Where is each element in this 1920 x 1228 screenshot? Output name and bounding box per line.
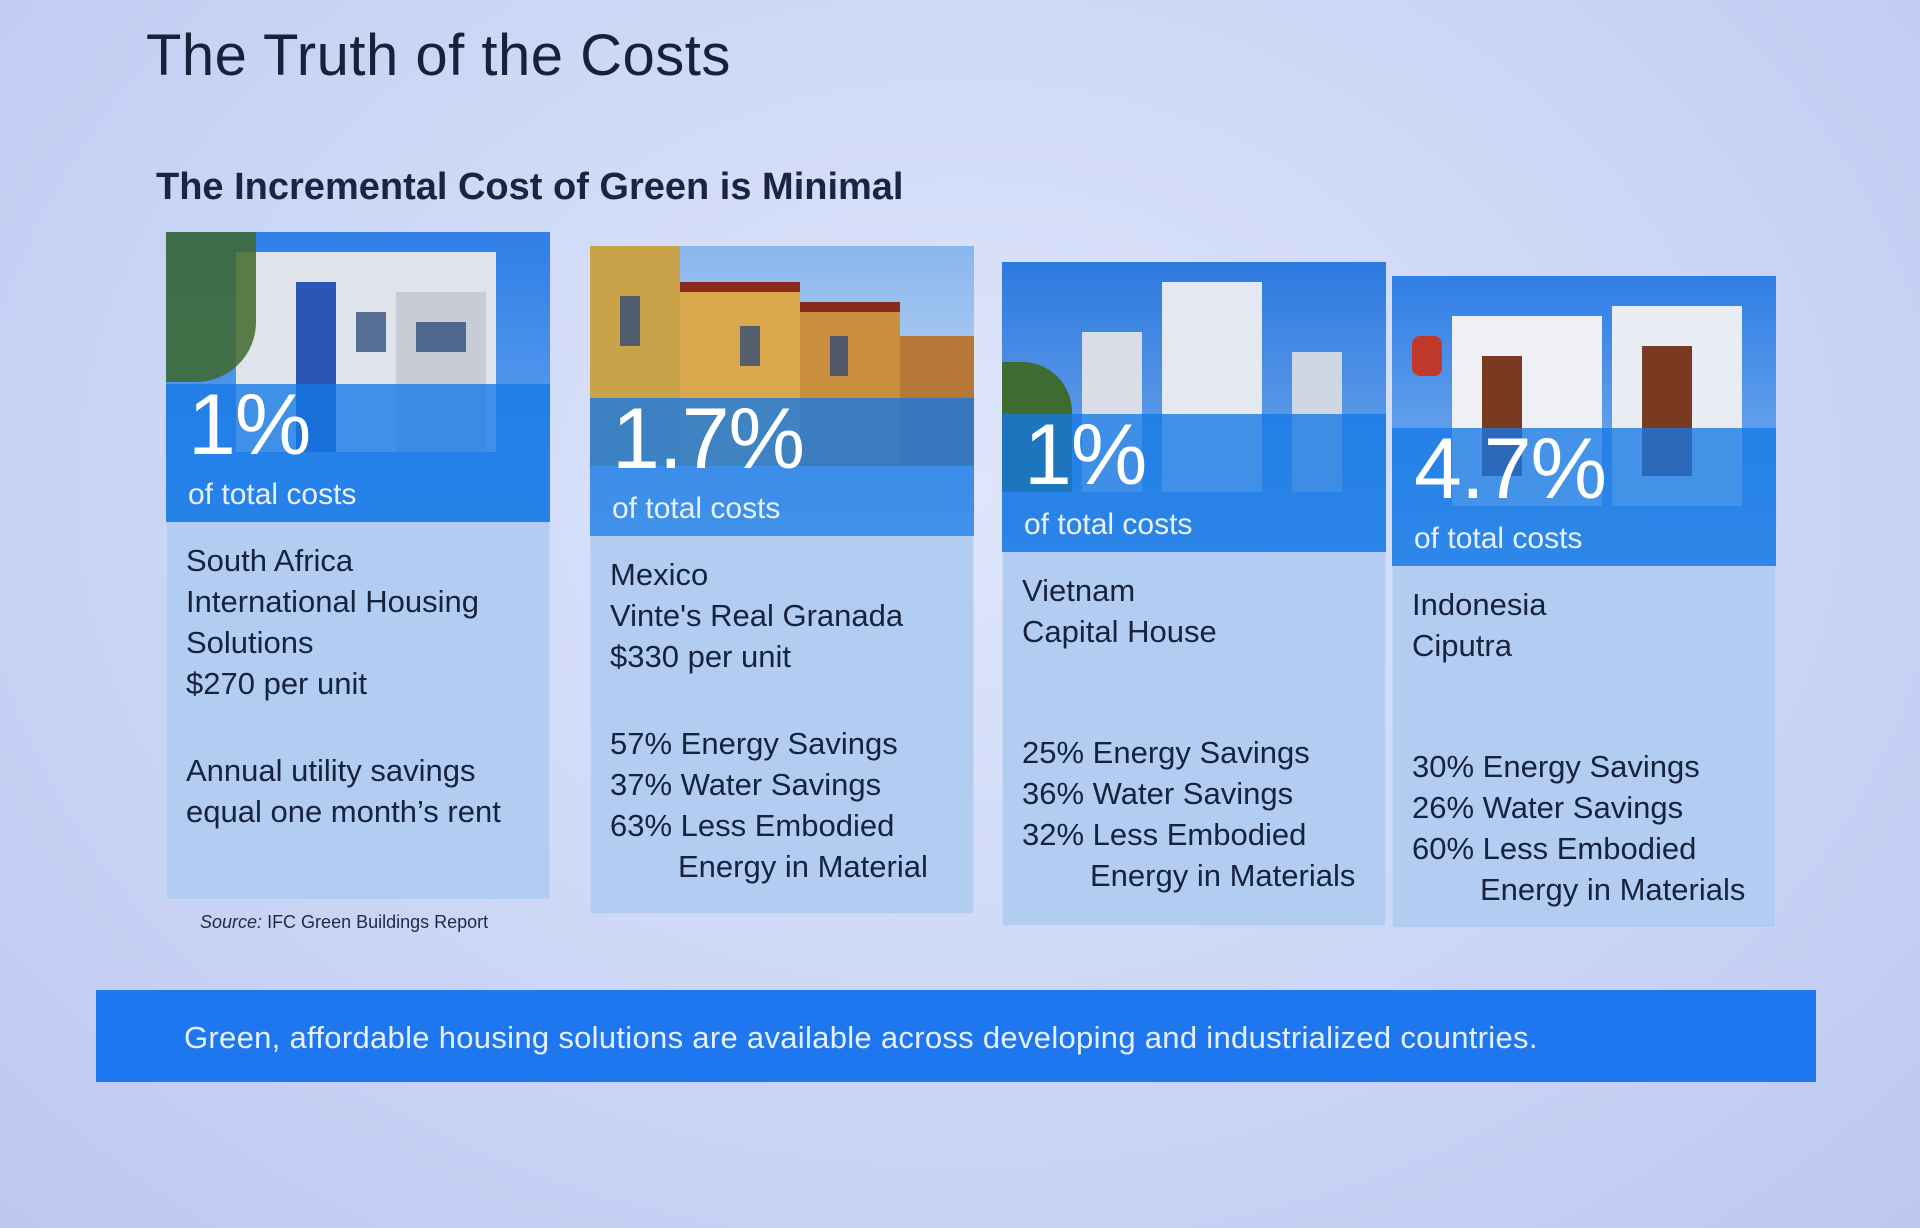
cost-percentage-caption: of total costs	[1414, 522, 1583, 555]
cost-percentage-caption: of total costs	[188, 478, 357, 511]
slide-subtitle: The Incremental Cost of Green is Minimal	[156, 166, 904, 208]
water-savings: 37% Water Savings	[610, 767, 882, 802]
card-indonesia: 4.7% of total costs Indonesia Ciputra 30…	[1392, 276, 1776, 928]
country-label: Vietnam	[1022, 573, 1136, 608]
source-citation: Source: IFC Green Buildings Report	[200, 912, 488, 933]
embodied-energy-cont: Energy in Materials	[1480, 872, 1746, 907]
project-name: Ciputra	[1412, 628, 1512, 663]
energy-savings: 57% Energy Savings	[610, 726, 898, 761]
card-south-africa: 1% of total costs South Africa Internati…	[166, 232, 550, 900]
energy-savings: 30% Energy Savings	[1412, 749, 1700, 784]
photo-highrise-towers: 1% of total costs	[1002, 262, 1386, 552]
card-mexico: 1.7% of total costs Mexico Vinte's Real …	[590, 246, 974, 914]
savings-line: Annual utility savings	[186, 753, 476, 788]
photo-apartment-building: 1% of total costs	[166, 232, 550, 522]
card-details: Indonesia Ciputra 30% Energy Savings 26%…	[1412, 584, 1766, 910]
cost-per-unit: $330 per unit	[610, 639, 791, 674]
project-name: Capital House	[1022, 614, 1217, 649]
embodied-energy-cont: Energy in Materials	[1090, 858, 1356, 893]
source-label: Source:	[200, 912, 263, 932]
country-label: Indonesia	[1412, 587, 1547, 622]
energy-savings: 25% Energy Savings	[1022, 735, 1310, 770]
country-label: South Africa	[186, 543, 354, 578]
key-message-banner: Green, affordable housing solutions are …	[96, 990, 1816, 1082]
project-name: Vinte's Real Granada	[610, 598, 904, 633]
photo-modern-houses: 4.7% of total costs	[1392, 276, 1776, 566]
cost-percentage: 1%	[188, 377, 311, 473]
water-savings: 36% Water Savings	[1022, 776, 1294, 811]
cost-percentage-caption: of total costs	[612, 492, 781, 525]
slide-title: The Truth of the Costs	[146, 23, 731, 88]
embodied-energy-cont: Energy in Material	[678, 849, 928, 884]
savings-line: equal one month’s rent	[186, 794, 501, 829]
case-study-cards: 1% of total costs South Africa Internati…	[166, 232, 1776, 928]
cost-percentage: 1%	[1024, 407, 1147, 503]
cost-percentage: 1.7%	[612, 391, 805, 487]
card-details: Mexico Vinte's Real Granada $330 per uni…	[610, 554, 964, 887]
key-message-text: Green, affordable housing solutions are …	[184, 1020, 1538, 1055]
card-details: Vietnam Capital House 25% Energy Savings…	[1022, 570, 1376, 896]
embodied-energy: 32% Less Embodied	[1022, 817, 1307, 852]
card-details: South Africa International Housing Solut…	[186, 540, 540, 832]
project-name-cont: Solutions	[186, 625, 314, 660]
project-name: International Housing	[186, 584, 479, 619]
photo-townhouses: 1.7% of total costs	[590, 246, 974, 536]
cost-per-unit: $270 per unit	[186, 666, 367, 701]
cost-percentage: 4.7%	[1414, 421, 1607, 517]
source-text: IFC Green Buildings Report	[267, 912, 489, 932]
cost-percentage-caption: of total costs	[1024, 508, 1193, 541]
water-savings: 26% Water Savings	[1412, 790, 1684, 825]
country-label: Mexico	[610, 557, 709, 592]
card-vietnam: 1% of total costs Vietnam Capital House …	[1002, 262, 1386, 926]
embodied-energy: 63% Less Embodied	[610, 808, 895, 843]
embodied-energy: 60% Less Embodied	[1412, 831, 1697, 866]
